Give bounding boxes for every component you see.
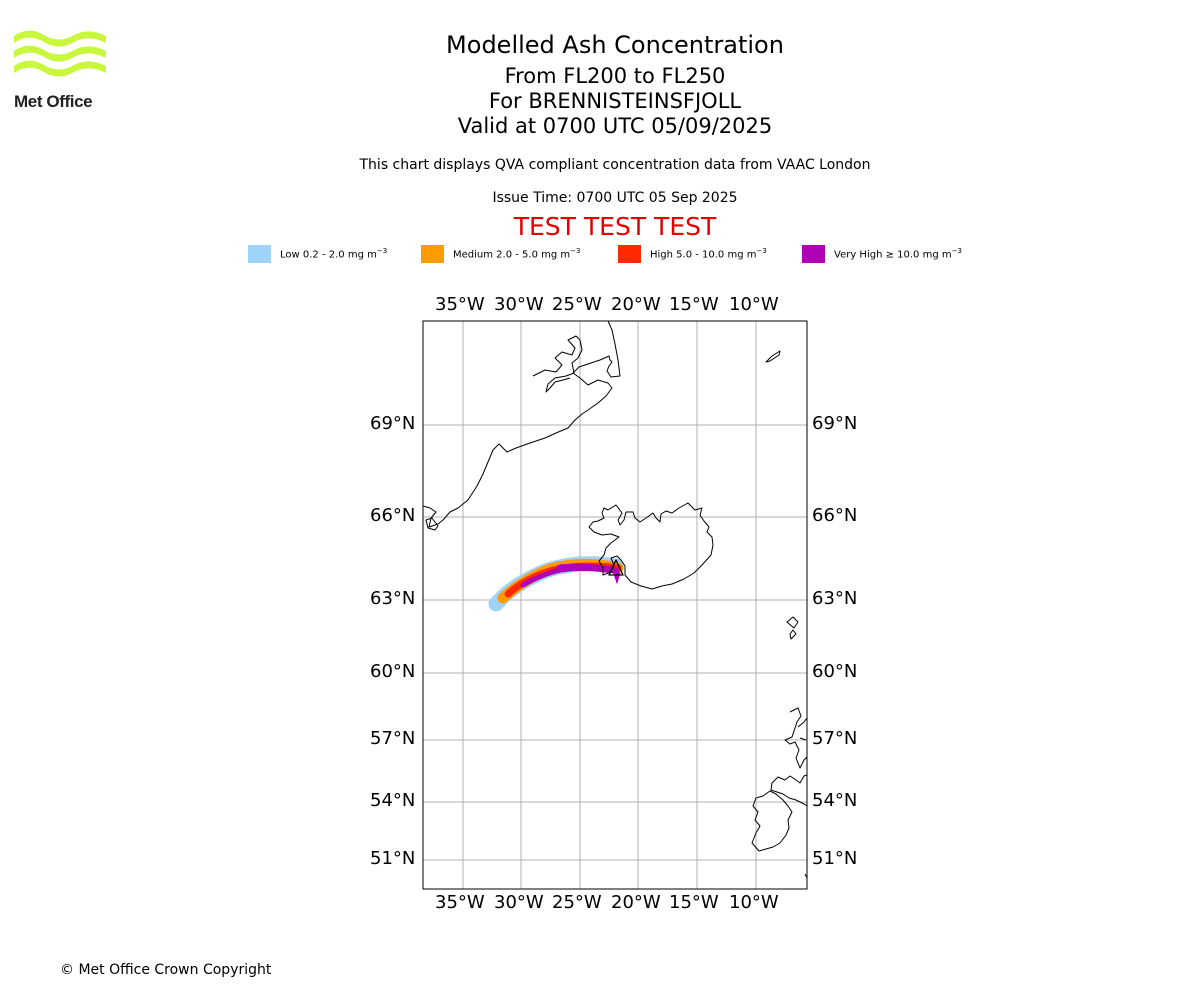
lat-tick-left-66n: 66°N <box>370 505 416 526</box>
lon-tick-bottom-15w: 15°W <box>669 892 719 913</box>
lon-tick-bottom-20w: 20°W <box>611 892 661 913</box>
coastline-iceland <box>588 502 714 590</box>
legend-swatch-medium <box>421 245 444 263</box>
lat-tick-left-54n: 54°N <box>370 790 416 811</box>
lat-tick-right-69n: 69°N <box>812 413 858 434</box>
lon-tick-top-25w: 25°W <box>552 294 602 315</box>
coastline-greenland <box>423 321 621 528</box>
lat-tick-right-66n: 66°N <box>812 505 858 526</box>
lon-tick-bottom-10w: 10°W <box>729 892 779 913</box>
coastline-faroes <box>786 616 799 640</box>
met-office-logo: Met Office <box>14 30 106 112</box>
ash-plume <box>488 556 624 612</box>
logo-waves-icon <box>14 30 106 77</box>
lon-tick-bottom-25w: 25°W <box>552 892 602 913</box>
lat-tick-right-54n: 54°N <box>812 790 858 811</box>
legend-item-very-high: Very High ≥ 10.0 mg m−3 <box>802 244 962 264</box>
lat-tick-right-60n: 60°N <box>812 661 858 682</box>
lat-tick-right-63n: 63°N <box>812 588 858 609</box>
volcano-marker <box>608 559 624 576</box>
lat-tick-left-69n: 69°N <box>370 413 416 434</box>
valid-time: Valid at 0700 UTC 05/09/2025 <box>457 114 773 138</box>
legend-item-medium: Medium 2.0 - 5.0 mg m−3 <box>421 244 580 264</box>
lon-tick-top-35w: 35°W <box>435 294 485 315</box>
coastline-jan-mayen <box>765 350 781 363</box>
lat-tick-right-51n: 51°N <box>812 848 858 869</box>
lat-tick-right-57n: 57°N <box>812 728 858 749</box>
ash-very-high-core <box>556 563 618 574</box>
lon-tick-top-15w: 15°W <box>669 294 719 315</box>
legend-item-low: Low 0.2 - 2.0 mg m−3 <box>248 244 387 264</box>
coastlines <box>423 321 807 879</box>
test-banner: TEST TEST TEST <box>513 212 717 241</box>
legend-swatch-low <box>248 245 271 263</box>
lon-tick-top-10w: 10°W <box>729 294 779 315</box>
copyright-notice: © Met Office Crown Copyright <box>60 962 272 978</box>
legend-label-low: Low 0.2 - 2.0 mg m <box>280 249 377 261</box>
lon-tick-bottom-30w: 30°W <box>494 892 544 913</box>
lon-tick-top-20w: 20°W <box>611 294 661 315</box>
coastline-ireland <box>751 790 793 852</box>
legend-swatch-very-high <box>802 245 825 263</box>
coastline-scotland <box>770 707 807 807</box>
lon-tick-bottom-35w: 35°W <box>435 892 485 913</box>
legend-label-very-high: Very High ≥ 10.0 mg m <box>834 249 952 261</box>
map-gridlines <box>423 321 807 889</box>
lat-tick-left-63n: 63°N <box>370 588 416 609</box>
lat-tick-left-60n: 60°N <box>370 661 416 682</box>
legend-swatch-high <box>618 245 641 263</box>
volcano-name: For BRENNISTEINSFJOLL <box>488 89 742 113</box>
chart-titles: Modelled Ash Concentration From FL200 to… <box>315 30 915 139</box>
map-frame <box>422 320 808 890</box>
lat-tick-left-51n: 51°N <box>370 848 416 869</box>
legend-label-medium: Medium 2.0 - 5.0 mg m <box>453 249 571 261</box>
logo-text: Met Office <box>14 92 93 111</box>
chart-description: This chart displays QVA compliant concen… <box>359 157 871 173</box>
flight-levels: From FL200 to FL250 <box>504 64 726 88</box>
issue-time: Issue Time: 0700 UTC 05 Sep 2025 <box>492 190 738 206</box>
chart-title: Modelled Ash Concentration <box>446 31 784 59</box>
lat-tick-left-57n: 57°N <box>370 728 416 749</box>
lon-tick-top-30w: 30°W <box>494 294 544 315</box>
legend-item-high: High 5.0 - 10.0 mg m−3 <box>618 244 767 264</box>
legend-label-high: High 5.0 - 10.0 mg m <box>650 249 757 261</box>
